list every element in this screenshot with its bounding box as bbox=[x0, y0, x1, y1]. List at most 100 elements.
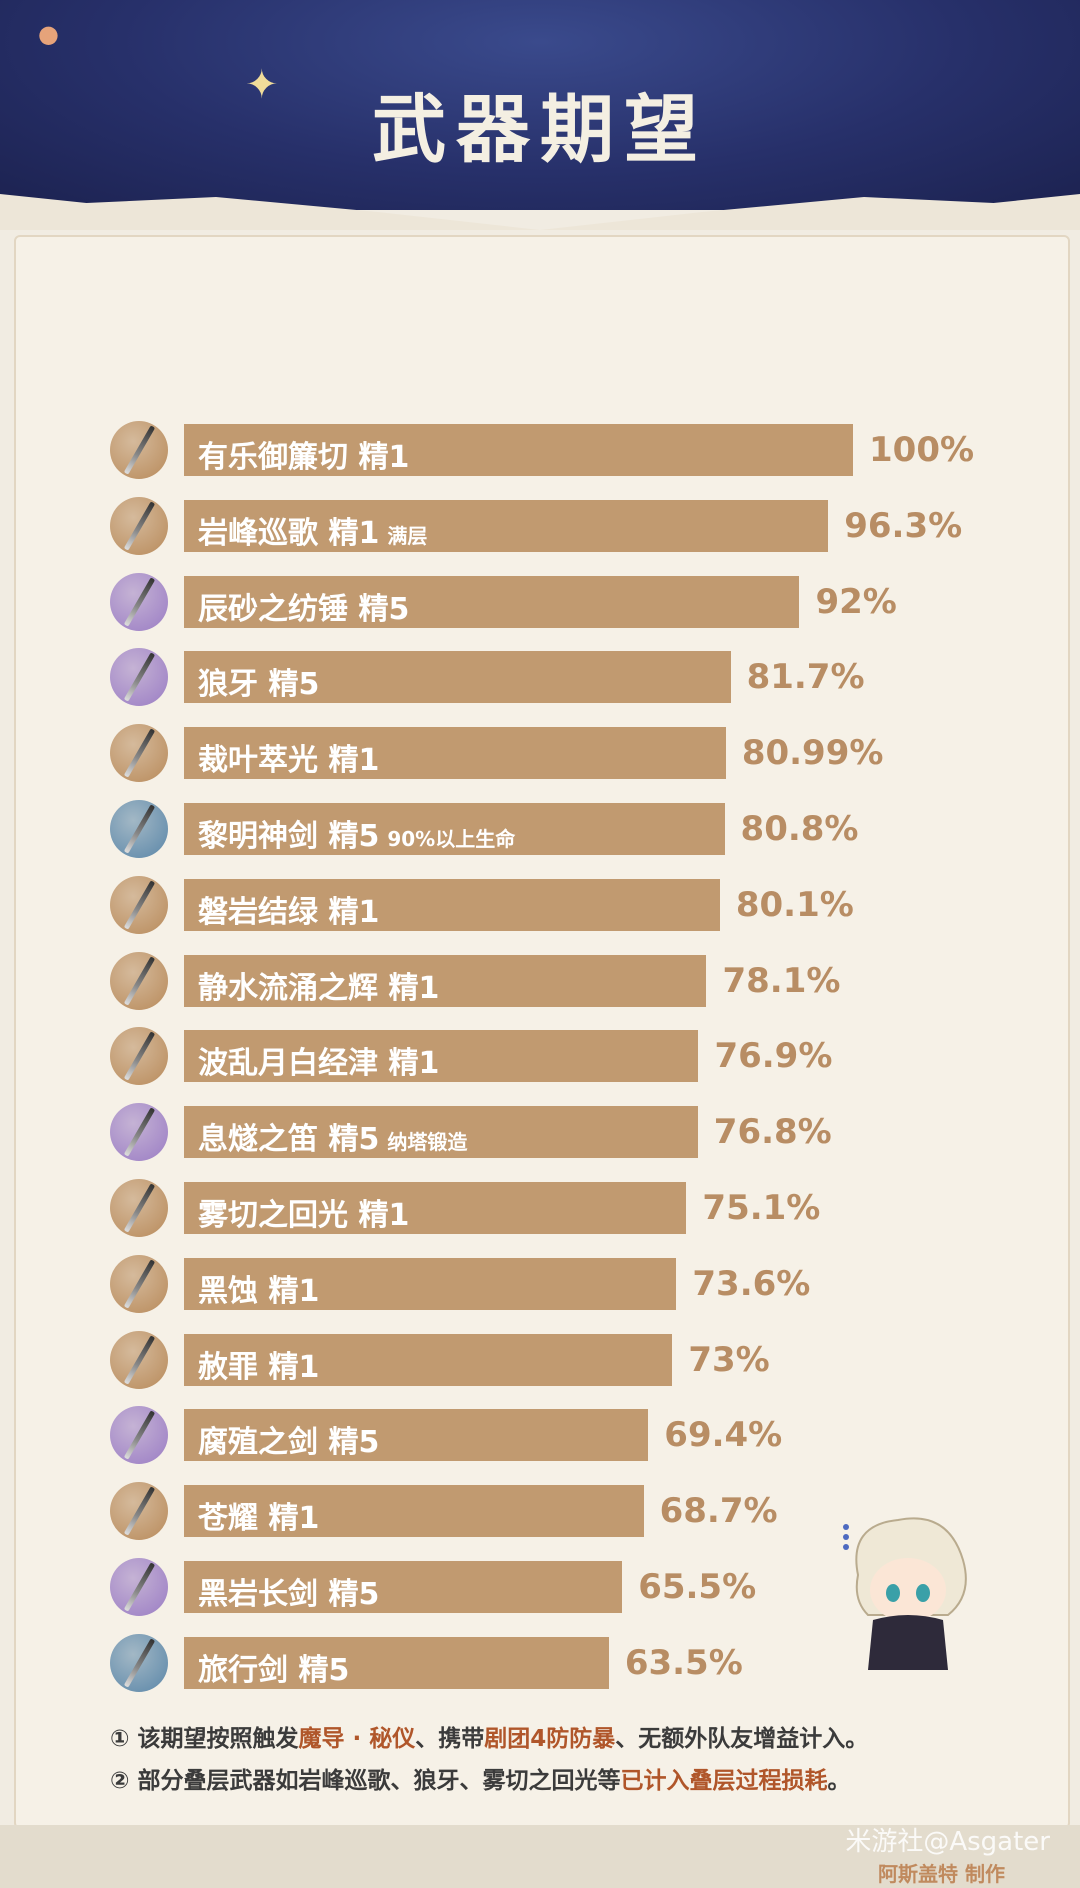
sword-icon bbox=[123, 955, 156, 1006]
bar-label: 波乱月白经津 精1 bbox=[198, 1038, 447, 1082]
sword-icon bbox=[123, 1031, 156, 1082]
weapon-icon bbox=[110, 1254, 168, 1313]
weapon-note: 满层 bbox=[387, 523, 428, 548]
weapon-icon bbox=[110, 1482, 168, 1541]
bar-label: 静水流涌之辉 精1 bbox=[198, 963, 447, 1007]
weapon-icon bbox=[110, 1406, 168, 1465]
value-label: 63.5% bbox=[624, 1642, 743, 1683]
weapon-name: 波乱月白经津 精1 bbox=[198, 1046, 440, 1082]
weapon-name: 黑蚀 精1 bbox=[198, 1273, 320, 1309]
weapon-icon bbox=[110, 1179, 168, 1237]
sword-icon bbox=[123, 1638, 156, 1688]
weapon-icon bbox=[110, 875, 168, 934]
sword-icon bbox=[123, 1562, 156, 1612]
value-label: 76.8% bbox=[713, 1112, 832, 1153]
bar bbox=[184, 499, 829, 552]
sword-icon bbox=[123, 652, 156, 703]
bar-row: 波乱月白经津 精1 76.9% bbox=[0, 1027, 1080, 1086]
bar bbox=[184, 878, 720, 931]
bar-row: 黑蚀 精1 73.6% bbox=[0, 1254, 1080, 1313]
weapon-icon bbox=[110, 1558, 168, 1616]
weapon-name: 赦罪 精1 bbox=[198, 1349, 320, 1385]
weapon-name: 雾切之回光 精1 bbox=[198, 1198, 410, 1233]
character-chibi-illustration bbox=[843, 1517, 967, 1670]
weapon-name: 有乐御簾切 精1 bbox=[198, 440, 410, 475]
sword-icon bbox=[123, 804, 156, 854]
value-label: 75.1% bbox=[702, 1188, 821, 1228]
bar-label: 岩峰巡歌 精1 满层 bbox=[198, 508, 427, 552]
bar-label: 磐岩结绿 精1 bbox=[198, 887, 387, 931]
weapon-icon bbox=[110, 572, 168, 631]
sword-icon bbox=[123, 576, 156, 627]
bar bbox=[184, 1561, 623, 1613]
sword-icon bbox=[123, 501, 156, 551]
bar-label: 腐殖之剑 精5 bbox=[198, 1417, 387, 1461]
bar-label: 雾切之回光 精1 bbox=[198, 1190, 417, 1234]
credit: 阿斯盖特 制作 bbox=[878, 1862, 1005, 1886]
footnotes: ① 该期望按照触发魔导 · 秘仪、携带剧团4防防暴、无额外队友增益计入。 ② 部… bbox=[110, 1718, 868, 1802]
star-icon: ● bbox=[38, 20, 59, 48]
sword-icon bbox=[123, 1410, 156, 1461]
bar bbox=[184, 727, 726, 780]
bar-row: 息燧之笛 精5 纳塔锻造 76.8% bbox=[0, 1103, 1080, 1162]
value-label: 78.1% bbox=[722, 960, 841, 1001]
bar bbox=[184, 803, 725, 855]
weapon-icon bbox=[110, 1633, 168, 1692]
sword-icon bbox=[123, 425, 156, 475]
value-label: 68.7% bbox=[659, 1491, 778, 1532]
sword-icon bbox=[123, 880, 156, 930]
bar bbox=[184, 1409, 649, 1462]
bar-row: 磐岩结绿 精1 80.1% bbox=[0, 875, 1080, 934]
bar-label: 旅行剑 精5 bbox=[198, 1645, 357, 1689]
watermark: 米游社@Asgater bbox=[845, 1827, 1050, 1857]
weapon-icon bbox=[110, 951, 168, 1010]
weapon-icon bbox=[110, 421, 168, 479]
weapon-name: 黑岩长剑 精5 bbox=[198, 1577, 380, 1612]
weapon-name: 腐殖之剑 精5 bbox=[198, 1425, 380, 1461]
value-label: 73% bbox=[688, 1339, 770, 1380]
bottom-strip bbox=[0, 1825, 1080, 1888]
weapon-name: 狼牙 精5 bbox=[198, 667, 320, 703]
bar-label: 黎明神剑 精5 90%以上生命 bbox=[198, 811, 515, 855]
bar-label: 狼牙 精5 bbox=[198, 659, 327, 703]
bar bbox=[184, 1106, 698, 1159]
bar-row: 黎明神剑 精5 90%以上生命 80.8% bbox=[0, 800, 1080, 858]
sword-icon bbox=[123, 1259, 156, 1309]
value-label: 96.3% bbox=[844, 505, 963, 546]
bar bbox=[184, 1182, 687, 1234]
weapon-name: 辰砂之纺锤 精5 bbox=[198, 591, 410, 627]
bar-label: 黑岩长剑 精5 bbox=[198, 1569, 387, 1613]
bar bbox=[184, 1333, 673, 1386]
bar bbox=[184, 1485, 644, 1538]
bar-label: 黑蚀 精1 bbox=[198, 1266, 327, 1310]
header-banner: ✦ ● bbox=[0, 0, 1080, 210]
weapon-icon bbox=[110, 1330, 168, 1389]
bar-row: 岩峰巡歌 精1 满层 96.3% bbox=[0, 496, 1080, 555]
bar-row: 狼牙 精5 81.7% bbox=[0, 648, 1080, 707]
weapon-name: 旅行剑 精5 bbox=[198, 1652, 350, 1688]
bar-label: 苍耀 精1 bbox=[198, 1493, 327, 1537]
bar-label: 赦罪 精1 bbox=[198, 1342, 327, 1386]
sword-icon bbox=[123, 728, 156, 778]
weapon-note: 90%以上生命 bbox=[387, 827, 516, 851]
weapon-name: 息燧之笛 精5 bbox=[198, 1122, 380, 1158]
footnote-2: ② 部分叠层武器如岩峰巡歌、狼牙、雾切之回光等已计入叠层过程损耗。 bbox=[110, 1768, 851, 1794]
bar-row: 裁叶萃光 精1 80.99% bbox=[0, 724, 1080, 783]
weapon-icon bbox=[110, 800, 168, 858]
bar bbox=[184, 1636, 609, 1689]
page-title: 武器期望 bbox=[372, 87, 708, 173]
value-label: 69.4% bbox=[664, 1415, 783, 1456]
sword-icon bbox=[123, 1486, 156, 1536]
bar bbox=[184, 424, 853, 476]
weapon-icon bbox=[110, 648, 168, 707]
bar bbox=[184, 1030, 699, 1083]
bar-label: 辰砂之纺锤 精5 bbox=[198, 584, 417, 628]
value-label: 65.5% bbox=[638, 1567, 757, 1607]
bar-row: 有乐御簾切 精1 100% bbox=[0, 421, 1080, 479]
bar bbox=[184, 954, 707, 1007]
bar-row: 腐殖之剑 精5 69.4% bbox=[0, 1406, 1080, 1465]
weapon-icon bbox=[110, 496, 168, 555]
sword-icon bbox=[123, 1183, 156, 1233]
bar-row: 辰砂之纺锤 精5 92% bbox=[0, 572, 1080, 631]
